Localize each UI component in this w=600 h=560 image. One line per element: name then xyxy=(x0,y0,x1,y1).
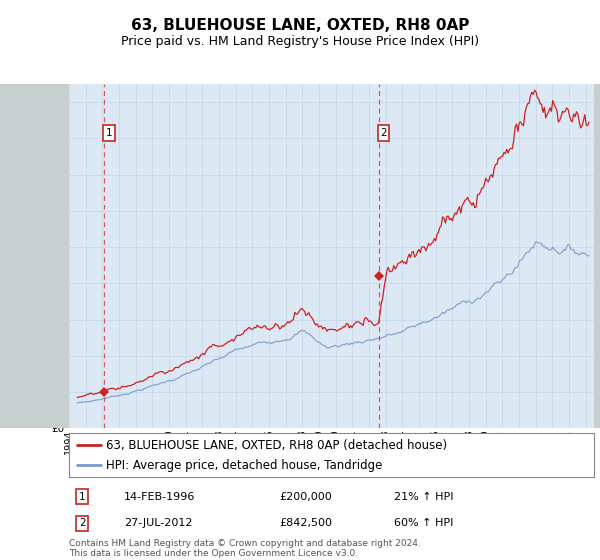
Text: 21% ↑ HPI: 21% ↑ HPI xyxy=(395,492,454,502)
Text: 27-JUL-2012: 27-JUL-2012 xyxy=(124,518,193,528)
Text: 63, BLUEHOUSE LANE, OXTED, RH8 0AP (detached house): 63, BLUEHOUSE LANE, OXTED, RH8 0AP (deta… xyxy=(106,438,447,452)
Text: HPI: Average price, detached house, Tandridge: HPI: Average price, detached house, Tand… xyxy=(106,459,382,472)
Text: Contains HM Land Registry data © Crown copyright and database right 2024.
This d: Contains HM Land Registry data © Crown c… xyxy=(69,539,421,558)
Text: £200,000: £200,000 xyxy=(279,492,332,502)
Text: £842,500: £842,500 xyxy=(279,518,332,528)
Text: 2: 2 xyxy=(380,128,387,138)
Text: 2: 2 xyxy=(79,518,85,528)
Text: 1: 1 xyxy=(106,128,113,138)
Text: 63, BLUEHOUSE LANE, OXTED, RH8 0AP: 63, BLUEHOUSE LANE, OXTED, RH8 0AP xyxy=(131,18,469,33)
Text: 1: 1 xyxy=(79,492,85,502)
Text: 60% ↑ HPI: 60% ↑ HPI xyxy=(395,518,454,528)
Text: Price paid vs. HM Land Registry's House Price Index (HPI): Price paid vs. HM Land Registry's House … xyxy=(121,35,479,48)
Text: 14-FEB-1996: 14-FEB-1996 xyxy=(124,492,196,502)
